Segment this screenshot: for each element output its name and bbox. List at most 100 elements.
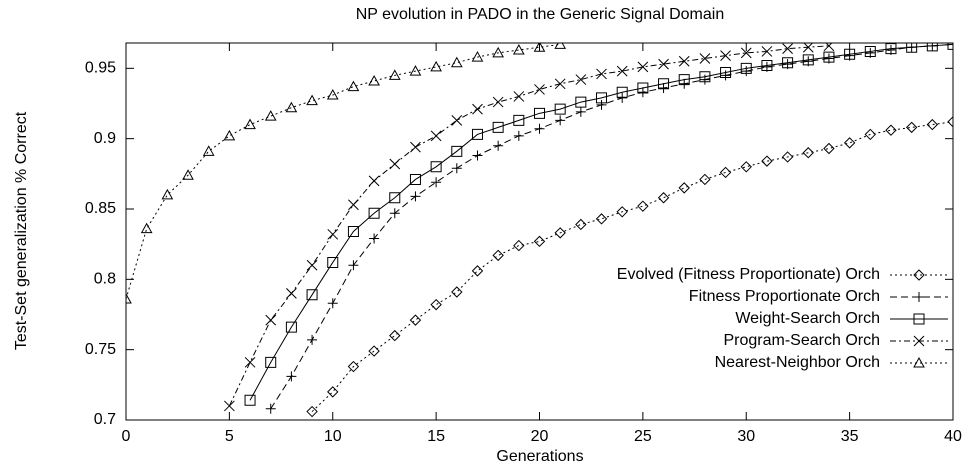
marker — [740, 47, 752, 59]
marker — [781, 151, 794, 163]
marker — [658, 58, 669, 70]
marker — [265, 403, 276, 414]
marker — [472, 103, 483, 115]
marker — [244, 118, 256, 130]
x-tick-label: 35 — [841, 428, 859, 445]
marker — [741, 66, 752, 77]
y-tick-label: 0.7 — [94, 411, 116, 428]
marker — [368, 345, 380, 357]
marker — [637, 82, 649, 94]
marker — [782, 57, 794, 69]
marker — [140, 222, 153, 234]
marker — [451, 115, 463, 126]
marker — [327, 386, 339, 398]
marker — [389, 158, 401, 170]
marker — [575, 74, 587, 85]
marker — [637, 61, 649, 73]
marker — [678, 182, 690, 194]
marker — [223, 129, 236, 141]
marker — [264, 110, 277, 121]
marker — [802, 43, 814, 53]
marker — [616, 206, 628, 218]
marker — [802, 54, 814, 66]
marker — [327, 256, 339, 268]
legend-marker — [913, 335, 925, 347]
marker — [823, 142, 835, 155]
marker — [616, 65, 628, 77]
x-tick-label: 5 — [225, 428, 234, 445]
marker — [761, 46, 773, 57]
marker — [533, 235, 546, 248]
x-tick-label: 10 — [324, 428, 342, 445]
marker — [740, 161, 752, 173]
marker — [513, 130, 524, 141]
y-axis-label: Test-Set generalization % Correct — [13, 111, 30, 350]
y-tick-label: 0.8 — [94, 271, 116, 288]
marker — [493, 140, 504, 151]
y-tick-label: 0.85 — [85, 200, 116, 217]
marker — [844, 48, 856, 60]
marker — [306, 289, 318, 301]
series-line — [270, 43, 953, 410]
marker — [347, 226, 359, 237]
marker — [512, 44, 525, 55]
marker — [885, 43, 897, 55]
marker — [720, 67, 732, 79]
marker — [720, 70, 731, 81]
marker — [699, 173, 711, 186]
marker — [451, 145, 463, 157]
marker — [534, 123, 545, 134]
marker — [637, 200, 649, 212]
marker — [368, 175, 380, 187]
x-tick-label: 20 — [531, 428, 549, 445]
marker — [492, 96, 504, 108]
marker — [555, 115, 566, 126]
marker — [575, 96, 587, 108]
marker — [368, 74, 380, 86]
marker — [161, 188, 174, 200]
marker — [554, 78, 566, 90]
legend-label: Nearest-Neighbor Orch — [715, 354, 880, 371]
legend-label: Evolved (Fitness Proportionate) Orch — [617, 266, 880, 283]
marker — [348, 260, 359, 271]
marker — [740, 62, 752, 74]
y-tick-label: 0.95 — [85, 60, 116, 77]
marker — [450, 56, 463, 68]
marker — [388, 69, 401, 80]
y-tick-label: 0.75 — [85, 341, 116, 358]
marker — [306, 259, 318, 271]
marker — [327, 228, 339, 240]
marker — [678, 74, 690, 86]
marker — [575, 106, 586, 117]
marker — [596, 92, 608, 104]
marker — [327, 298, 338, 309]
marker — [864, 45, 876, 57]
marker — [554, 43, 567, 49]
marker — [347, 360, 360, 373]
marker — [389, 329, 401, 342]
marker — [326, 89, 339, 100]
marker — [761, 60, 773, 72]
series-line — [249, 43, 953, 401]
marker — [637, 87, 648, 98]
marker — [410, 191, 421, 202]
marker — [554, 227, 566, 239]
marker — [926, 118, 939, 131]
marker — [802, 147, 814, 159]
marker — [679, 78, 690, 89]
marker — [596, 68, 607, 80]
marker — [596, 99, 607, 110]
marker — [244, 356, 256, 368]
x-tick-label: 0 — [122, 428, 131, 445]
legend-label: Weight-Search Orch — [735, 310, 880, 327]
marker — [720, 50, 731, 62]
x-tick-label: 40 — [944, 428, 962, 445]
series-line — [228, 45, 829, 407]
marker — [761, 155, 773, 167]
marker — [699, 74, 710, 85]
marker — [471, 265, 484, 277]
marker — [492, 46, 504, 58]
marker — [368, 207, 380, 219]
marker — [430, 161, 442, 173]
